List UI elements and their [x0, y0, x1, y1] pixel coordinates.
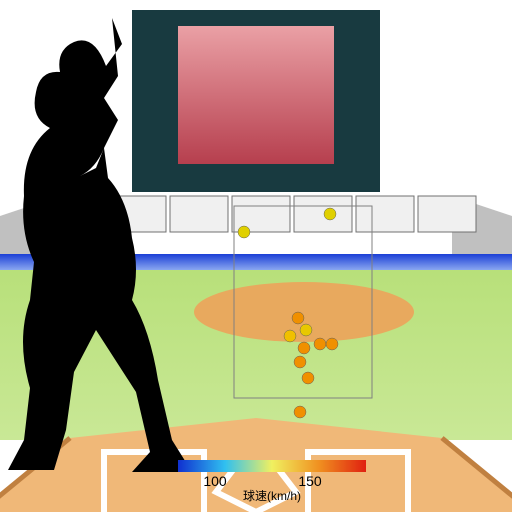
pitch-marker [238, 226, 250, 238]
pitch-marker [292, 312, 304, 324]
pitch-marker [326, 338, 338, 350]
stands-section [232, 196, 290, 232]
pitch-marker [302, 372, 314, 384]
pitch-marker [324, 208, 336, 220]
pitch-location-chart: 100 150球速(km/h) [0, 0, 512, 512]
pitch-marker [294, 356, 306, 368]
legend-tick: 100 [203, 473, 227, 489]
scoreboard-screen [178, 26, 334, 164]
pitch-marker [284, 330, 296, 342]
pitch-marker [298, 342, 310, 354]
stands-section [356, 196, 414, 232]
stands-section [418, 196, 476, 232]
stands-section [170, 196, 228, 232]
legend-label: 球速(km/h) [243, 489, 301, 503]
pitch-marker [314, 338, 326, 350]
legend-tick: 150 [298, 473, 322, 489]
pitch-marker [294, 406, 306, 418]
legend-colorbar [178, 460, 366, 472]
stands-section [294, 196, 352, 232]
pitch-marker [300, 324, 312, 336]
